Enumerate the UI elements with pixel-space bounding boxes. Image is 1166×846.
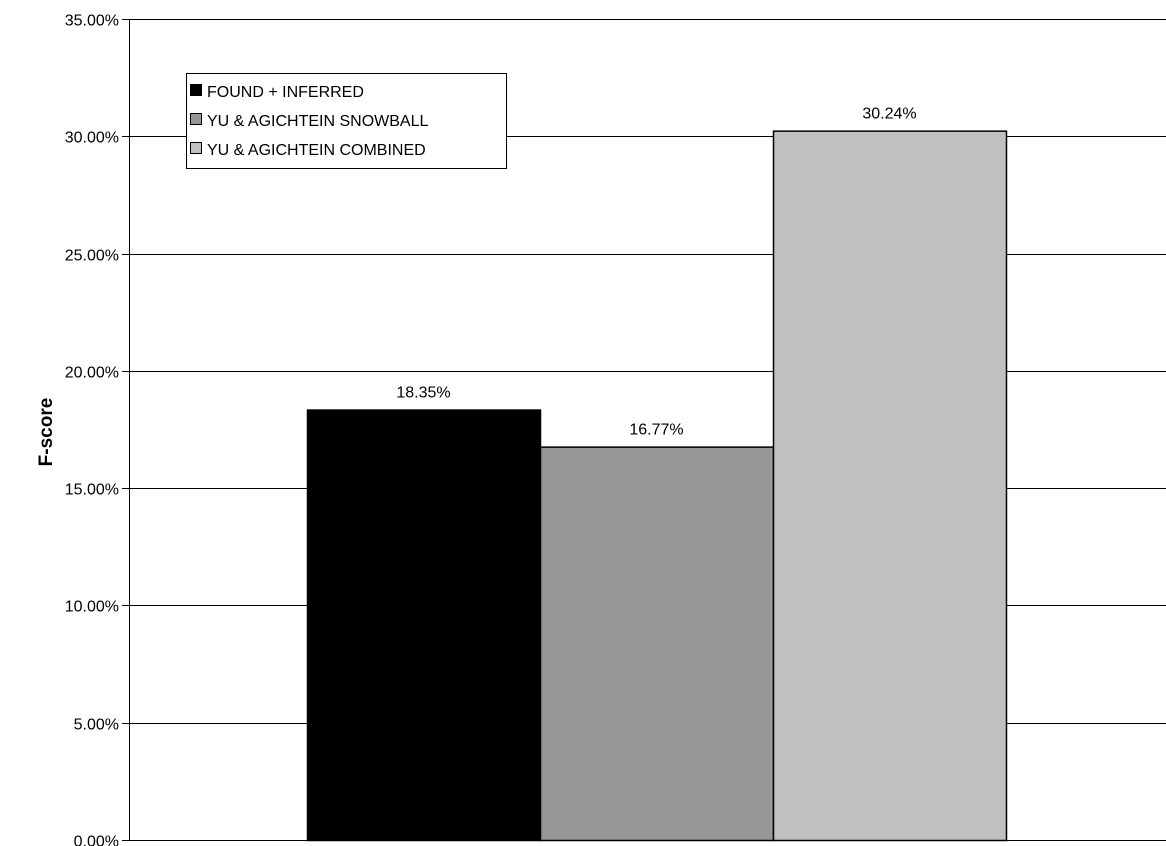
y-axis-title: F-score — [36, 398, 57, 467]
legend: FOUND + INFERRED YU & AGICHTEIN SNOWBALL Y… — [186, 73, 507, 169]
axes: 0.00% 5.00% 10.00% 15.00% 20.00% 25.00% 30.00%… — [65, 13, 1166, 846]
bars — [306, 130, 1008, 842]
legend-swatch — [190, 142, 202, 154]
legend-swatch — [190, 84, 202, 96]
y-tick-label: 5.00% — [74, 717, 119, 734]
legend-box — [186, 73, 507, 169]
legend-label: FOUND + INFERRED — [207, 84, 364, 101]
y-tick-label: 25.00% — [65, 248, 119, 265]
y-tick-label: 20.00% — [65, 365, 119, 382]
data-labels: 18.35% 16.77% 30.24% — [396, 106, 916, 439]
y-tick-label: 30.00% — [65, 130, 119, 147]
y-tick-label: 0.00% — [74, 834, 119, 846]
y-tick-label: 10.00% — [65, 599, 119, 616]
bar-value-label: 16.77% — [629, 422, 683, 439]
legend-label: YU & AGICHTEIN COMBINED — [207, 142, 426, 159]
y-tick-label: 15.00% — [65, 482, 119, 499]
bar-3 — [772, 130, 1008, 842]
bar-value-label: 30.24% — [862, 106, 916, 123]
bar-1 — [306, 409, 542, 842]
bar-2 — [539, 446, 775, 842]
y-tick-label: 35.00% — [65, 13, 119, 30]
legend-label: YU & AGICHTEIN SNOWBALL — [207, 113, 428, 130]
legend-swatch — [190, 113, 202, 125]
bar-value-label: 18.35% — [396, 385, 450, 402]
